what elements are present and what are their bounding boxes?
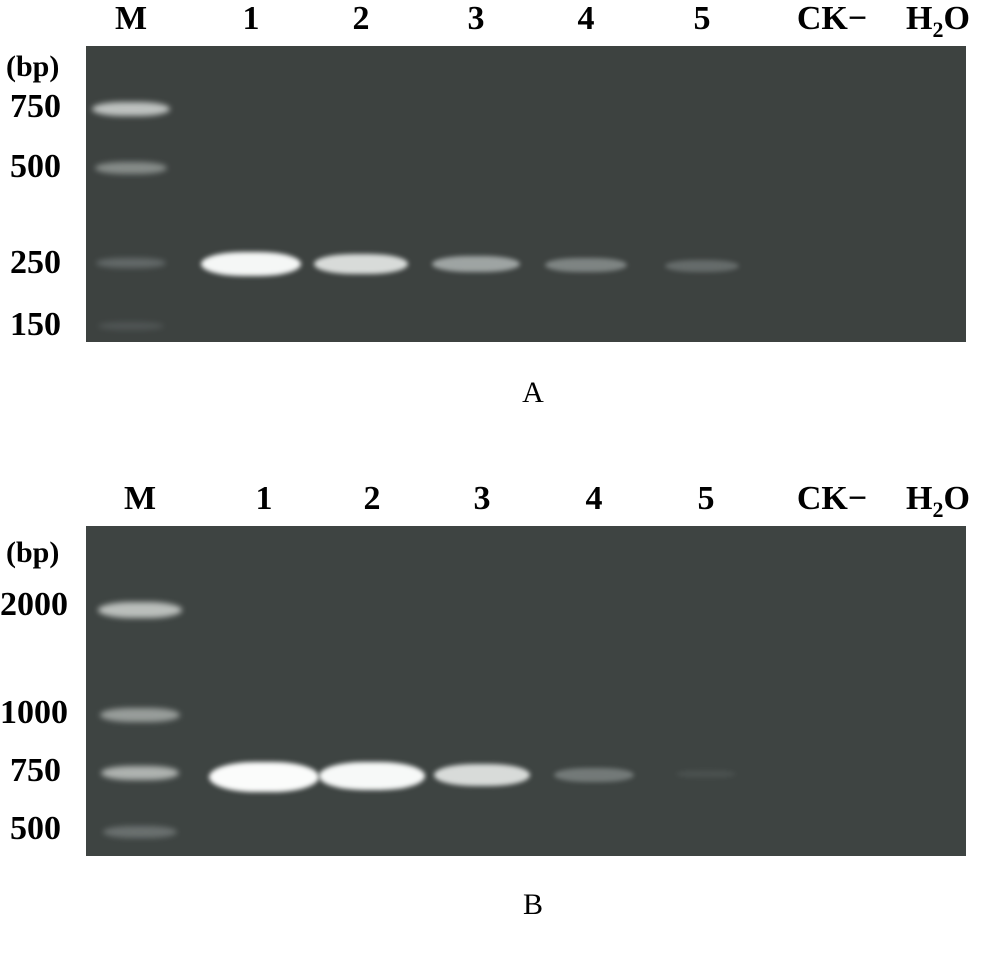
lane-label-m: M	[115, 0, 147, 38]
ladder-band	[100, 708, 180, 722]
lane-label-ck: CK−	[797, 0, 867, 38]
lane-label-4: 4	[578, 0, 595, 38]
bp-unit-label-a: (bp)	[6, 50, 59, 84]
ladder-band	[101, 766, 179, 780]
ladder-band	[92, 102, 170, 116]
sample-band	[314, 254, 408, 274]
sample-band	[545, 258, 627, 272]
ladder-band	[95, 162, 167, 174]
sample-band	[665, 260, 739, 272]
ladder-label-b-2000: 2000	[0, 586, 68, 624]
ladder-label-b-500: 500	[10, 810, 61, 848]
lane-label-h2o-b: H2O	[906, 480, 970, 523]
ladder-band	[103, 826, 177, 838]
ladder-label-a-250: 250	[10, 244, 61, 282]
panel-caption-b: B	[523, 888, 543, 922]
lane-label-h2o: H2O	[906, 0, 970, 43]
lane-label-5-b: 5	[698, 480, 715, 518]
sample-band	[209, 762, 319, 792]
lane-label-2-b: 2	[364, 480, 381, 518]
gel-image-a	[86, 46, 966, 342]
lane-label-2: 2	[353, 0, 370, 38]
sample-band	[554, 768, 634, 782]
sample-band	[201, 252, 301, 276]
panel-caption-a: A	[522, 376, 544, 410]
ladder-band	[96, 258, 166, 268]
lane-label-1: 1	[243, 0, 260, 38]
gel-image-b	[86, 526, 966, 856]
bp-unit-label-b: (bp)	[6, 536, 59, 570]
sample-band	[432, 256, 520, 272]
lane-label-3: 3	[468, 0, 485, 38]
lane-label-m-b: M	[124, 480, 156, 518]
lane-label-1-b: 1	[256, 480, 273, 518]
sample-band	[676, 770, 736, 778]
ladder-band	[98, 322, 164, 330]
lane-label-ck-b: CK−	[797, 480, 867, 518]
sample-band	[319, 762, 425, 790]
ladder-label-b-1000: 1000	[0, 694, 68, 732]
sample-band	[434, 764, 530, 786]
ladder-label-a-150: 150	[10, 306, 61, 344]
ladder-band	[98, 602, 182, 618]
lane-label-5: 5	[694, 0, 711, 38]
ladder-label-b-750: 750	[10, 752, 61, 790]
lane-labels-a: M 1 2 3 4 5 CK− H2O	[86, 0, 980, 42]
lane-labels-b: M 1 2 3 4 5 CK− H2O	[86, 480, 980, 522]
lane-label-4-b: 4	[586, 480, 603, 518]
ladder-label-a-500: 500	[10, 148, 61, 186]
lane-label-3-b: 3	[474, 480, 491, 518]
ladder-label-a-750: 750	[10, 88, 61, 126]
